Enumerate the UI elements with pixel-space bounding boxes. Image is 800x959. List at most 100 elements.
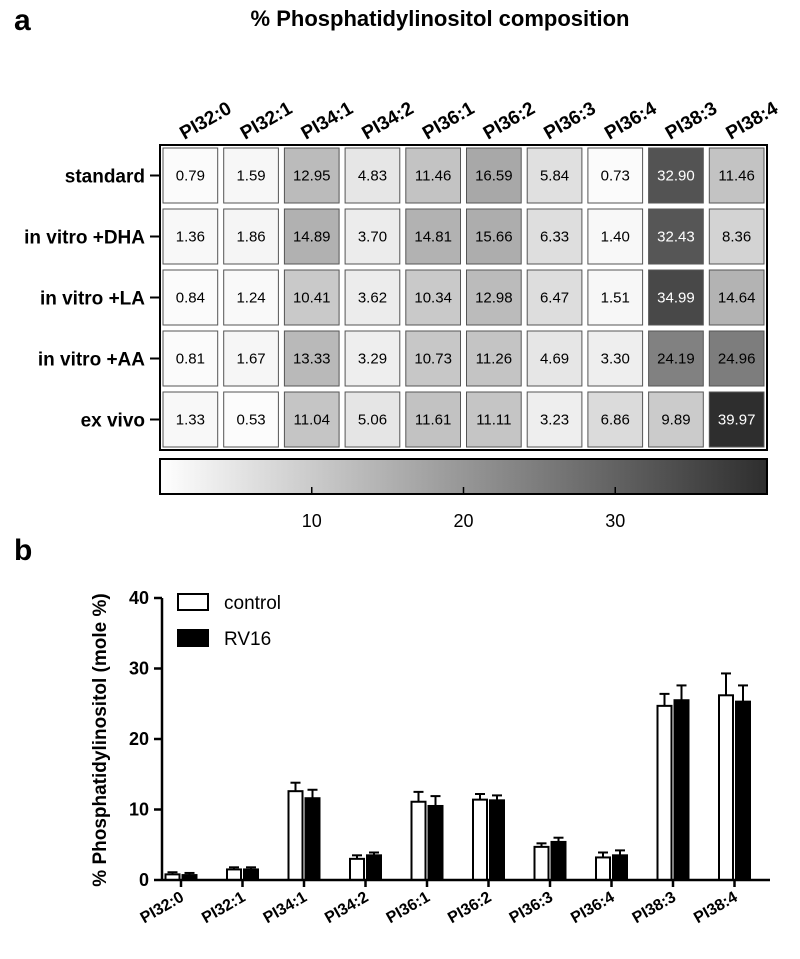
heatmap-cell: [466, 208, 522, 265]
heatmap-cell: [223, 208, 279, 265]
colorbar-tick-label: 30: [605, 511, 625, 531]
heatmap-cell-value: 1.40: [601, 229, 630, 246]
heatmap-cell: [283, 269, 340, 326]
panel-b-label: b: [14, 534, 32, 567]
heatmap-cell-value: 4.69: [540, 351, 569, 368]
heatmap-row-label: ex vivo: [81, 411, 145, 432]
panel-a-label: a: [14, 4, 31, 37]
heatmap-cell: [648, 147, 704, 204]
heatmap-cell-value: 32.43: [657, 229, 695, 246]
heatmap-cell-value: 1.59: [236, 168, 265, 185]
heatmap-column-labels: PI32:0 PI32:1 PI34:1 PI34:2 PI36:1 PI36:2 PI36…: [176, 98, 782, 144]
heatmap-column-label: PI36:2: [480, 98, 539, 144]
heatmap-cell-value: 24.96: [718, 351, 756, 368]
heatmap-cell: [405, 330, 461, 387]
y-tick-label: 20: [129, 729, 149, 749]
legend-swatch-rv16: [177, 629, 209, 647]
heatmap-cell-value: 3.30: [601, 351, 630, 368]
heatmap-frame: [159, 144, 768, 451]
heatmap-cell: [283, 330, 340, 387]
heatmap-cell-value: 15.66: [475, 229, 513, 246]
y-tick-label: 30: [129, 659, 149, 679]
heatmap-cell-value: 11.04: [294, 412, 330, 429]
heatmap-column-label: PI32:0: [176, 98, 235, 144]
heatmap-cell: [648, 208, 704, 265]
x-tick-label: PI38:3: [630, 889, 679, 927]
heatmap-cell-value: 3.70: [358, 229, 387, 246]
heatmap-cell: [162, 330, 219, 387]
bar-rv16: [489, 799, 505, 882]
heatmap-column-label: PI38:3: [662, 98, 721, 144]
heatmap-cell: [405, 147, 461, 204]
heatmap-cell: [526, 208, 583, 265]
heatmap-cell: [708, 208, 765, 265]
heatmap-cell: [162, 391, 219, 448]
heatmap-cell-value: 10.73: [414, 351, 452, 368]
bar-control: [226, 868, 242, 881]
heatmap-cell-value: 1.51: [601, 290, 630, 307]
heatmap-row-labels: standard in vitro +DHA in vitro +LA in vitr…: [24, 167, 160, 432]
heatmap-cell: [223, 391, 279, 448]
colorbar-tick-label: 10: [302, 511, 322, 531]
heatmap-cell: [223, 330, 279, 387]
heatmap-cell-value: 1.36: [176, 229, 205, 246]
heatmap-cell: [344, 269, 401, 326]
heatmap-cell-value: 6.86: [601, 412, 630, 429]
x-tick-label: PI36:3: [507, 889, 556, 927]
heatmap-cell: [344, 208, 401, 265]
x-tick-label: PI32:1: [199, 889, 248, 927]
heatmap-cell-value: 14.64: [718, 290, 756, 307]
heatmap-cell: [708, 391, 765, 448]
heatmap-cell-value: 16.59: [475, 168, 513, 185]
bar-control: [410, 800, 427, 881]
heatmap-row-label: in vitro +LA: [40, 289, 145, 310]
heatmap-cell: [587, 330, 644, 387]
bar-rv16: [366, 854, 382, 882]
heatmap-cell: [344, 147, 401, 204]
y-tick-label: 0: [139, 870, 149, 890]
bar-chart: 0 10 20 30 40 PI32:0 PI32:1 PI34:1 PI34:2 PI36:1…: [129, 588, 770, 927]
bar-control: [595, 856, 611, 882]
heatmap-cell-value: 11.46: [415, 168, 451, 185]
bar-control: [349, 857, 365, 881]
x-tick-label: PI34:1: [261, 889, 310, 927]
heatmap-cell-value: 5.84: [540, 168, 569, 185]
heatmap-cell-value: 1.33: [176, 412, 205, 429]
heatmap-column-label: PI32:1: [237, 98, 296, 144]
heatmap-cell-value: 4.83: [358, 168, 387, 185]
heatmap-cell-value: 12.98: [475, 290, 513, 307]
heatmap-cell: [587, 208, 644, 265]
heatmap-cell: [587, 269, 644, 326]
heatmap-cell-value: 8.36: [722, 229, 751, 246]
y-tick-label: 10: [129, 800, 149, 820]
heatmap-column-label: PI36:4: [601, 98, 660, 144]
heatmap-column-label: PI34:2: [358, 98, 417, 144]
heatmap: PI32:0 PI32:1 PI34:1 PI34:2 PI36:1 PI36:2 PI36…: [24, 98, 782, 451]
heatmap-cell: [648, 330, 704, 387]
x-tick-label: PI34:2: [322, 889, 371, 927]
heatmap-cell-value: 11.61: [415, 412, 451, 429]
heatmap-cell-value: 14.81: [414, 229, 452, 246]
heatmap-cell-value: 9.89: [661, 412, 690, 429]
bar-rv16: [612, 854, 628, 882]
heatmap-column-label: PI36:3: [541, 98, 600, 144]
heatmap-cell-value: 3.62: [358, 290, 387, 307]
x-tick-label: PI36:4: [568, 889, 617, 927]
heatmap-column-label: PI38:4: [723, 98, 782, 144]
heatmap-cell-value: 1.67: [236, 351, 265, 368]
colorbar: 10 20 30: [159, 458, 768, 531]
heatmap-row-label: in vitro +DHA: [24, 228, 145, 249]
bar-rv16: [243, 868, 259, 881]
x-tick-label: PI32:0: [138, 889, 187, 927]
heatmap-column-label: PI34:1: [298, 98, 357, 144]
heatmap-cell-value: 0.79: [176, 168, 205, 185]
heatmap-cell: [587, 147, 644, 204]
heatmap-cell: [223, 269, 279, 326]
heatmap-cell-value: 0.73: [601, 168, 630, 185]
heatmap-cell-value: 13.33: [293, 351, 331, 368]
heatmap-cell: [526, 330, 583, 387]
heatmap-cell: [283, 391, 340, 448]
x-tick-label: PI36:1: [384, 889, 433, 927]
heatmap-cell: [466, 269, 522, 326]
